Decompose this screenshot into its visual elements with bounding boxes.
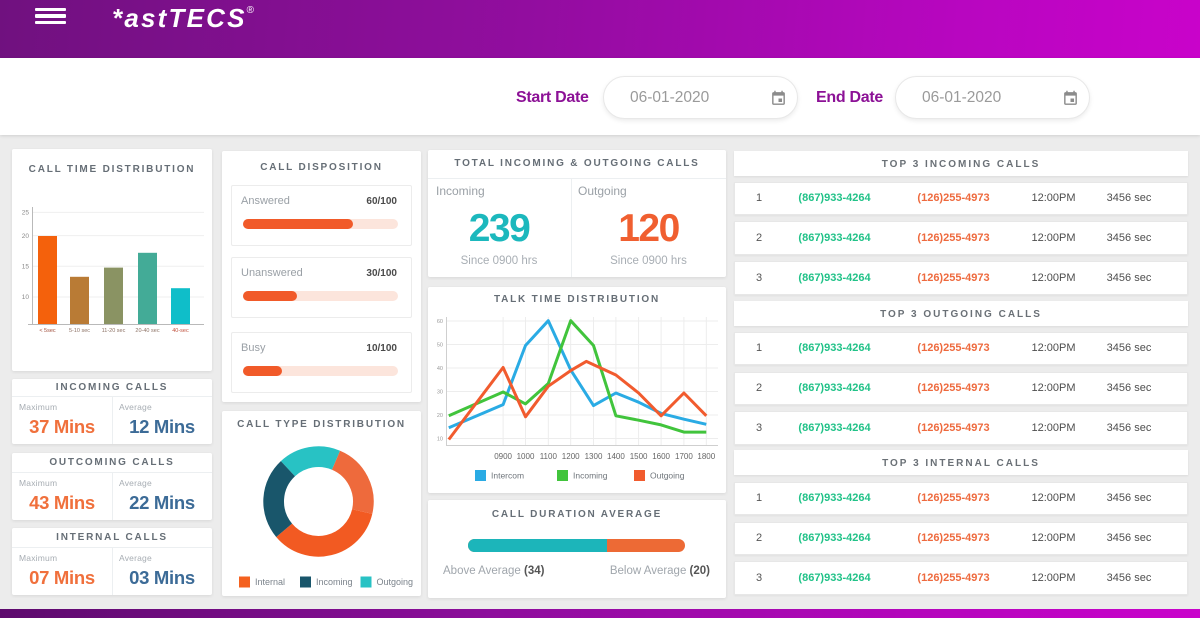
svg-text:Incoming: Incoming	[573, 471, 608, 481]
svg-text:10: 10	[22, 294, 30, 301]
svg-text:25: 25	[22, 210, 30, 217]
svg-text:1800: 1800	[697, 452, 715, 461]
svg-text:1700: 1700	[675, 452, 693, 461]
svg-text:30: 30	[437, 390, 443, 396]
svg-text:11-20 sec: 11-20 sec	[102, 328, 126, 334]
svg-text:50: 50	[437, 343, 443, 349]
svg-text:40-sec: 40-sec	[172, 328, 189, 334]
svg-text:5-10 sec: 5-10 sec	[69, 328, 90, 334]
svg-text:60: 60	[437, 319, 443, 325]
svg-text:20: 20	[22, 233, 30, 240]
svg-text:40: 40	[437, 366, 443, 372]
svg-text:20-40 sec: 20-40 sec	[135, 328, 159, 334]
svg-text:0900: 0900	[494, 452, 512, 461]
svg-text:10: 10	[437, 437, 443, 443]
svg-text:20: 20	[437, 413, 443, 419]
svg-text:Intercom: Intercom	[491, 471, 524, 481]
svg-text:< 5sec: < 5sec	[39, 328, 56, 334]
svg-text:Incoming: Incoming	[316, 577, 353, 587]
svg-text:1200: 1200	[562, 452, 580, 461]
svg-text:1400: 1400	[607, 452, 625, 461]
svg-text:15: 15	[22, 264, 30, 271]
svg-text:1600: 1600	[652, 452, 670, 461]
svg-text:1000: 1000	[517, 452, 535, 461]
svg-text:1300: 1300	[585, 452, 603, 461]
svg-text:Internal: Internal	[255, 577, 285, 587]
svg-text:Outgoing: Outgoing	[377, 577, 414, 587]
svg-text:1100: 1100	[540, 452, 558, 461]
svg-text:Outgoing: Outgoing	[650, 471, 685, 481]
svg-text:1500: 1500	[630, 452, 648, 461]
